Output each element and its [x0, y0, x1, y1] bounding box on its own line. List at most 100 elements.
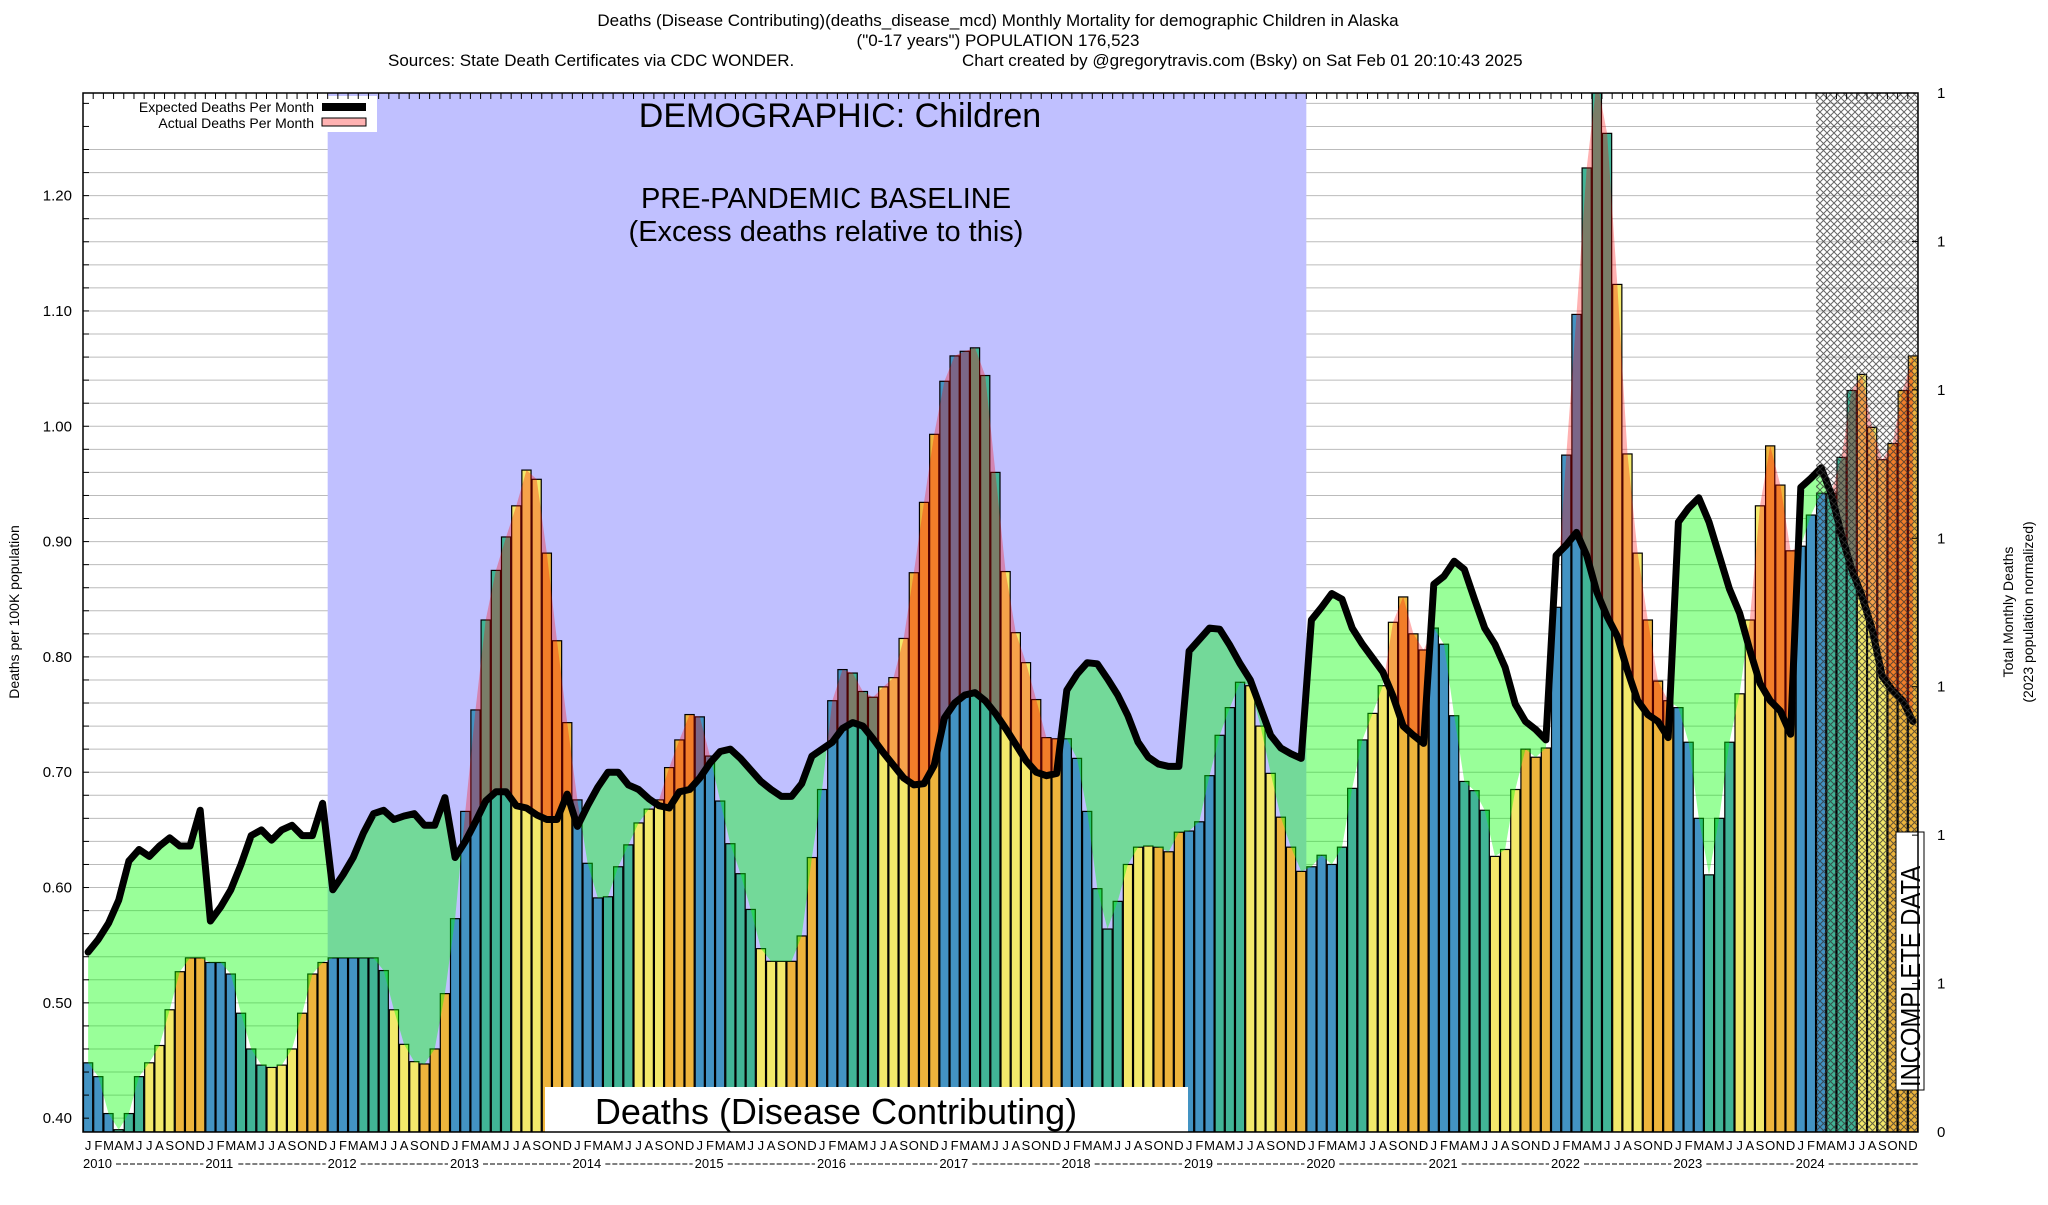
bar: [633, 822, 644, 1132]
bar: [1194, 821, 1205, 1132]
bar: [684, 713, 695, 1132]
month-label: N: [430, 1138, 439, 1153]
bar: [1316, 854, 1327, 1132]
y2-tick-label: 0: [1937, 1124, 1945, 1141]
bar: [358, 957, 369, 1132]
bar: [296, 1012, 308, 1132]
year-label: 2011: [205, 1156, 233, 1171]
legend: Expected Deaths Per Month Actual Deaths …: [85, 96, 377, 132]
bar: [562, 722, 573, 1132]
month-label: J: [503, 1138, 510, 1153]
month-label: J: [513, 1138, 520, 1153]
month-label: F: [461, 1138, 469, 1153]
chart-subtitle: ("0-17 years") POPULATION 176,523: [857, 31, 1140, 50]
bar: [847, 672, 858, 1132]
year-label: 2023: [1673, 1156, 1702, 1171]
month-label: M: [368, 1138, 379, 1153]
month-label: J: [1604, 1138, 1611, 1153]
bar: [307, 973, 318, 1132]
sources-text: Sources: State Death Certificates via CD…: [388, 51, 794, 70]
month-label: O: [175, 1138, 185, 1153]
bar: [1051, 738, 1062, 1132]
bar: [1459, 780, 1470, 1132]
bar: [1744, 619, 1755, 1132]
bar: [123, 1112, 135, 1132]
month-label: M: [1204, 1138, 1215, 1153]
month-label: M: [1449, 1138, 1460, 1153]
bar: [969, 347, 981, 1132]
bar: [714, 800, 726, 1132]
bar: [776, 960, 787, 1132]
month-label: F: [828, 1138, 836, 1153]
bar: [1296, 870, 1307, 1132]
bar: [1000, 570, 1011, 1132]
bar: [1265, 772, 1276, 1132]
bar: [1387, 621, 1399, 1132]
month-label: D: [1664, 1138, 1673, 1153]
month-label: A: [1501, 1138, 1510, 1153]
bar: [409, 1061, 420, 1132]
month-label: A: [277, 1138, 286, 1153]
month-label: A: [1582, 1138, 1591, 1153]
y-tick-label: 0.80: [43, 649, 72, 666]
bar: [337, 957, 349, 1132]
bar: [419, 1063, 430, 1132]
excess-fill: [461, 93, 1913, 847]
bar: [1163, 851, 1174, 1132]
bar: [83, 1062, 94, 1132]
month-label: D: [1174, 1138, 1183, 1153]
bar: [1683, 741, 1694, 1132]
bar: [113, 1129, 124, 1132]
bar: [511, 505, 522, 1132]
bar: [1785, 550, 1796, 1132]
y2-tick-label: 1: [1937, 976, 1945, 993]
year-label: 2014: [572, 1156, 601, 1171]
month-label: F: [1195, 1138, 1203, 1153]
year-label: 2022: [1551, 1156, 1580, 1171]
bar: [867, 696, 879, 1132]
month-label: F: [584, 1138, 592, 1153]
month-label: M: [1224, 1138, 1235, 1153]
month-label: O: [786, 1138, 796, 1153]
month-label: O: [1398, 1138, 1408, 1153]
bar: [939, 380, 950, 1132]
bar: [592, 897, 604, 1132]
bar: [837, 668, 848, 1132]
month-label: D: [196, 1138, 205, 1153]
month-label: N: [1042, 1138, 1051, 1153]
month-label: J: [207, 1138, 214, 1153]
bar: [1693, 817, 1705, 1132]
bar: [1061, 738, 1072, 1132]
bar: [816, 788, 828, 1132]
bar: [1561, 454, 1572, 1132]
bar: [154, 1044, 165, 1132]
month-label: F: [339, 1138, 347, 1153]
month-label: M: [1714, 1138, 1725, 1153]
month-label: J: [452, 1138, 459, 1153]
y2-tick-label: 1: [1937, 679, 1945, 696]
bar: [500, 536, 512, 1132]
bar: [1734, 693, 1745, 1132]
month-label: F: [1685, 1138, 1693, 1153]
difference-fills: [88, 93, 1913, 1130]
month-label: J: [136, 1138, 143, 1153]
expected-line-group: [84, 464, 1917, 956]
month-label: O: [1765, 1138, 1775, 1153]
month-label: J: [1492, 1138, 1499, 1153]
bar: [1530, 756, 1541, 1132]
bar: [93, 1076, 104, 1132]
month-label: N: [675, 1138, 684, 1153]
month-label: O: [909, 1138, 919, 1153]
bar: [918, 501, 930, 1132]
month-label: M: [490, 1138, 501, 1153]
year-label: 2016: [817, 1156, 846, 1171]
month-label: J: [941, 1138, 948, 1153]
bar: [256, 1064, 267, 1132]
month-label: A: [1460, 1138, 1469, 1153]
bar: [429, 1048, 440, 1132]
month-label: J: [268, 1138, 275, 1153]
bar: [1754, 505, 1766, 1132]
month-label: A: [1868, 1138, 1877, 1153]
month-label: J: [1859, 1138, 1866, 1153]
bar: [888, 677, 899, 1132]
